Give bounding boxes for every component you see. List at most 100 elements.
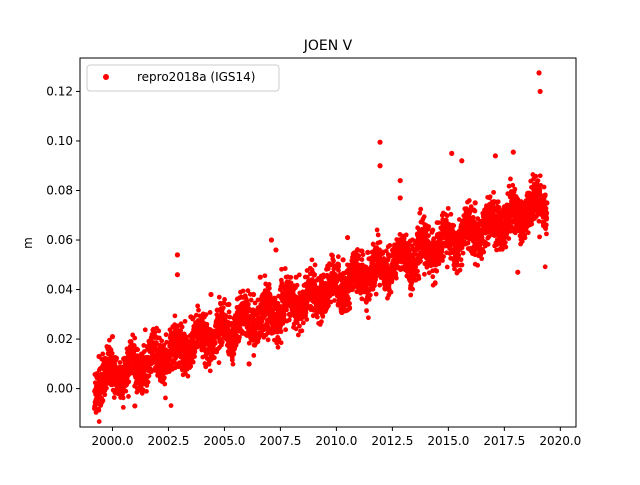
data-point [347,305,353,311]
data-point [123,388,129,394]
data-point [299,328,305,334]
data-point [397,195,403,201]
data-point [536,218,542,224]
data-point [208,291,214,298]
data-point [500,246,505,252]
data-point [477,243,483,249]
data-point [273,247,279,253]
data-point [313,296,319,303]
data-point [96,407,102,413]
data-point [135,347,141,353]
data-point [305,274,310,280]
data-point [303,310,309,316]
data-point [445,205,451,211]
data-point [219,339,225,345]
data-point [409,243,415,249]
data-point [366,296,372,302]
data-point [314,314,320,320]
data-point [293,326,299,332]
data-point [248,297,254,303]
data-point [418,206,424,212]
data-point [320,274,326,280]
data-point [373,291,379,297]
data-point [178,328,184,334]
data-point [403,249,409,256]
x-tick-label: 2010.0 [315,434,357,448]
data-point [162,381,168,387]
data-point [371,257,378,263]
data-point [479,231,485,236]
data-point [146,373,152,379]
data-point [479,256,485,262]
data-point [185,373,191,379]
data-point [370,242,376,247]
data-point [114,355,120,361]
data-point [312,262,318,268]
data-point [145,363,151,369]
data-point [347,301,352,306]
data-point [537,234,542,240]
data-point [306,284,313,290]
data-point [544,215,550,221]
data-point [542,192,548,199]
data-point [475,262,481,268]
data-point [142,327,148,333]
data-point [246,361,252,367]
data-point [332,298,337,303]
data-point [233,316,239,322]
data-point [468,204,474,210]
data-point [385,257,391,263]
data-point [230,361,236,367]
x-tick-label: 2015.0 [427,434,469,448]
data-point [109,351,115,356]
y-axis-title: m [21,237,35,249]
x-tick-label: 2002.5 [147,434,189,448]
data-points [91,70,550,424]
data-point [174,252,181,258]
data-point [365,249,371,256]
data-point [377,139,383,145]
data-point [220,305,226,311]
data-point [327,262,333,268]
legend: repro2018a (IGS14) [86,64,280,92]
data-point [443,217,449,223]
data-point [182,318,188,324]
data-point [510,149,516,155]
data-point [481,249,487,255]
data-point [100,376,107,382]
data-point [487,194,493,200]
data-point [377,239,383,245]
y-tick-label: 0.08 [46,183,73,197]
data-point [227,314,233,320]
data-point [542,264,548,270]
data-point [320,313,326,319]
data-point [336,267,341,273]
y-tick-label: 0.12 [46,84,73,98]
y-tick-label: 0.06 [46,233,73,247]
data-point [111,395,117,400]
data-point [486,217,492,223]
data-point [331,258,336,264]
data-point [326,303,331,309]
data-point [444,264,450,270]
data-point [100,351,106,357]
data-point [216,294,222,300]
data-point [387,243,393,248]
data-point [279,266,284,272]
data-point [340,257,346,263]
data-point [161,375,167,381]
data-point [377,282,383,288]
data-point [536,70,542,76]
data-point [470,215,476,220]
data-point [505,191,511,197]
data-point [245,288,251,294]
data-point [535,178,541,184]
x-tick-label: 2005.0 [203,434,245,448]
data-point [466,198,472,203]
data-point [266,285,272,291]
data-point [401,236,407,241]
data-point [441,254,446,259]
data-point [304,317,310,322]
data-point [121,356,127,362]
